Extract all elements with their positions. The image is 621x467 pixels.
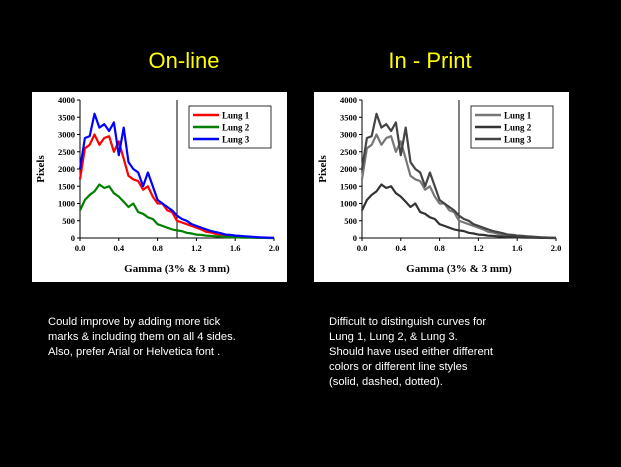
legend-label: Lung 1: [222, 111, 250, 121]
legend-label: Lung 3: [222, 135, 250, 145]
x-tick-label: 1.2: [473, 243, 484, 253]
y-tick-label: 500: [344, 216, 357, 226]
y-tick-label: 4000: [340, 95, 357, 105]
legend-label: Lung 1: [504, 111, 532, 121]
y-tick-label: 1500: [58, 181, 75, 191]
y-tick-label: 1000: [58, 199, 75, 209]
x-tick-label: 0.0: [75, 243, 86, 253]
y-tick-label: 0: [71, 233, 75, 243]
x-tick-label: 0.8: [434, 243, 445, 253]
y-tick-label: 2500: [58, 147, 75, 157]
x-tick-label: 0.4: [113, 243, 124, 253]
series-line-lung-2: [79, 183, 274, 240]
left-chart-heading: On-line: [148, 48, 220, 73]
series-line-lung-3: [360, 112, 557, 239]
y-tick-label: 2000: [58, 164, 75, 174]
y-tick-label: 3000: [58, 130, 75, 140]
y-tick-label: 4000: [58, 95, 75, 105]
x-tick-label: 0.0: [357, 243, 368, 253]
right-chart-heading: In - Print: [388, 48, 472, 73]
print-chart: 0 500 1000 1500 2000 2500 3000 3500 4000 0.0 0.4 0.…: [314, 92, 569, 282]
print-chart-svg: 0 500 1000 1500 2000 2500 3000 3500 4000 0.0 0.4 0.…: [317, 95, 562, 275]
online-chart: 0 500 1000 1500 2000 2500 3000 3500 4000 0.0 0.4 0.…: [32, 92, 287, 282]
right-caption: Difficult to distinguish curves for Lung…: [329, 316, 493, 388]
y-tick-label: 3000: [340, 130, 357, 140]
x-tick-label: 1.6: [230, 243, 241, 253]
legend-label: Lung 3: [504, 135, 532, 145]
x-axis-label: Gamma (3% & 3 mm): [406, 263, 512, 275]
y-tick-label: 1000: [340, 199, 357, 209]
x-tick-label: 2.0: [551, 243, 562, 253]
series-line-lung-3: [78, 112, 275, 239]
y-tick-label: 0: [353, 233, 357, 243]
left-caption: Could improve by adding more tick marks …: [48, 316, 236, 358]
legend-label: Lung 2: [504, 123, 532, 133]
series-line-lung-2: [361, 183, 556, 240]
y-tick-label: 2000: [340, 164, 357, 174]
y-axis-label: Pixels: [317, 155, 329, 183]
y-tick-label: 500: [62, 216, 75, 226]
x-axis-label: Gamma (3% & 3 mm): [124, 263, 230, 275]
y-tick-label: 2500: [340, 147, 357, 157]
online-chart-svg: 0 500 1000 1500 2000 2500 3000 3500 4000 0.0 0.4 0.…: [35, 95, 280, 275]
x-tick-label: 2.0: [269, 243, 280, 253]
x-tick-label: 1.2: [191, 243, 202, 253]
y-tick-label: 3500: [58, 112, 75, 122]
x-tick-label: 1.6: [512, 243, 523, 253]
x-tick-label: 0.4: [395, 243, 406, 253]
y-tick-label: 3500: [340, 112, 357, 122]
y-axis-label: Pixels: [35, 155, 47, 183]
legend-label: Lung 2: [222, 123, 250, 133]
y-tick-label: 1500: [340, 181, 357, 191]
x-tick-label: 0.8: [152, 243, 163, 253]
